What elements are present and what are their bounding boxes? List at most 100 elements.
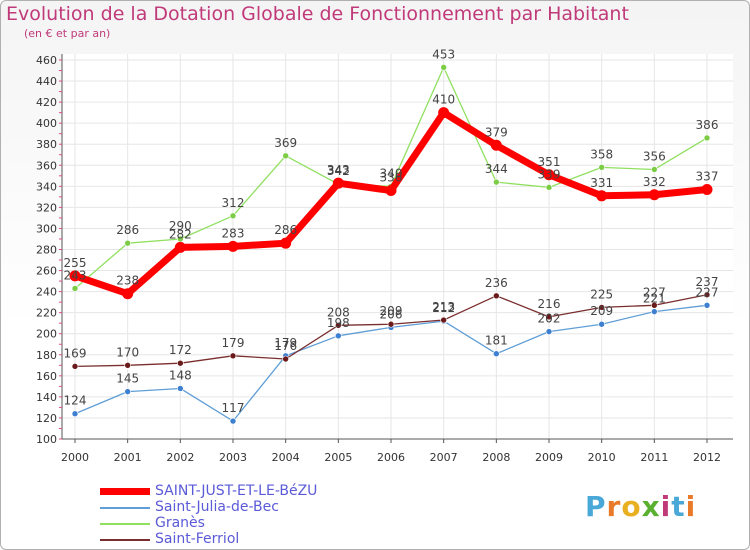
logo-letter: o [621,490,642,523]
x-tick-label: 2000 [61,451,89,464]
legend-swatch-saint-just [100,488,150,495]
logo-letter: x [641,490,661,523]
data-point [71,285,79,292]
y-tick-label: 440 [36,75,57,88]
data-point [69,270,81,282]
data-point [122,288,134,300]
data-point [440,316,447,324]
legend-label-saint-ferriol: Saint-Ferriol [155,531,240,547]
plot-area [62,54,733,439]
data-point [651,308,658,315]
data-label: 282 [169,227,192,241]
y-tick-label: 420 [36,96,57,109]
data-label: 238 [116,274,139,288]
data-label: 181 [485,334,508,348]
y-tick-label: 180 [36,349,57,362]
data-point [490,139,502,151]
data-point [598,304,605,311]
data-label: 216 [538,297,561,311]
data-point [124,362,131,369]
data-point [229,352,237,360]
data-point [71,410,79,418]
data-label: 202 [538,312,561,326]
x-tick-label: 2009 [535,451,563,464]
data-label: 236 [485,276,508,290]
data-label: 283 [222,226,245,240]
legend-label-saint-just: SAINT-JUST-ET-LE-BéZU [155,483,318,499]
data-label: 286 [116,223,139,237]
data-label: 379 [485,125,508,139]
y-tick-label: 240 [36,286,57,299]
y-tick-label: 460 [36,54,57,67]
data-label: 213 [432,300,455,314]
x-tick-label: 2010 [588,451,616,464]
data-label: 339 [538,167,561,181]
y-tick-label: 380 [36,138,57,151]
y-tick-label: 260 [36,265,57,278]
data-label: 255 [64,256,87,270]
logo-letter: i [685,490,697,523]
data-label: 312 [222,196,245,210]
data-point [124,239,131,247]
data-label: 331 [590,176,613,190]
data-label: 344 [485,162,508,176]
y-tick-label: 400 [36,117,57,130]
data-point [596,190,608,202]
x-tick-label: 2006 [377,451,405,464]
data-point [71,363,79,370]
logo-letter: i [660,490,672,523]
y-tick-label: 360 [36,159,57,172]
data-label: 336 [380,171,403,185]
data-label: 221 [643,292,666,306]
data-label: 358 [590,147,613,161]
data-label: 208 [327,305,350,319]
data-point [438,107,450,119]
legend-swatch-saint-ferriol [100,539,150,541]
data-point [703,134,711,142]
x-tick-label: 2003 [219,451,247,464]
data-label: 410 [432,93,455,107]
data-point [335,321,342,329]
y-tick-label: 140 [36,391,57,404]
data-label: 169 [64,346,87,360]
data-point [387,320,395,328]
x-tick-label: 2004 [272,451,300,464]
data-label: 351 [538,155,561,169]
x-tick-label: 2011 [640,451,668,464]
data-point [651,301,658,309]
logo-letter: r [606,490,622,523]
data-point [335,332,342,340]
data-label: 227 [696,285,719,299]
y-tick-label: 300 [36,222,57,235]
x-tick-label: 2001 [114,451,142,464]
data-label: 227 [643,285,666,299]
data-label: 198 [327,316,350,330]
legend-label-saint-julia-de-bec: Saint-Julia-de-Bec [155,499,279,515]
data-label: 225 [590,287,613,301]
y-tick-label: 160 [36,370,57,383]
chart-title: Evolution de la Dotation Globale de Fonc… [6,3,629,25]
data-label: 237 [696,275,719,289]
data-point [598,164,605,171]
data-label: 453 [432,47,455,61]
data-label: 286 [274,223,297,237]
data-label: 117 [222,401,245,415]
data-point [493,178,500,186]
data-label: 176 [274,339,297,353]
y-tick-label: 200 [36,328,57,341]
data-label: 148 [169,368,192,382]
data-label: 172 [169,343,192,357]
data-label: 145 [116,372,139,386]
data-label: 343 [327,163,350,177]
data-point [229,212,237,220]
data-label: 209 [380,304,403,318]
legend-swatch-saint-julia-de-bec [100,507,150,509]
x-tick-label: 2012 [693,451,721,464]
data-label: 356 [643,149,666,163]
y-tick-label: 320 [36,201,57,214]
data-point [332,177,344,189]
data-point [282,152,289,160]
data-label: 332 [643,175,666,189]
data-label: 179 [222,336,245,350]
